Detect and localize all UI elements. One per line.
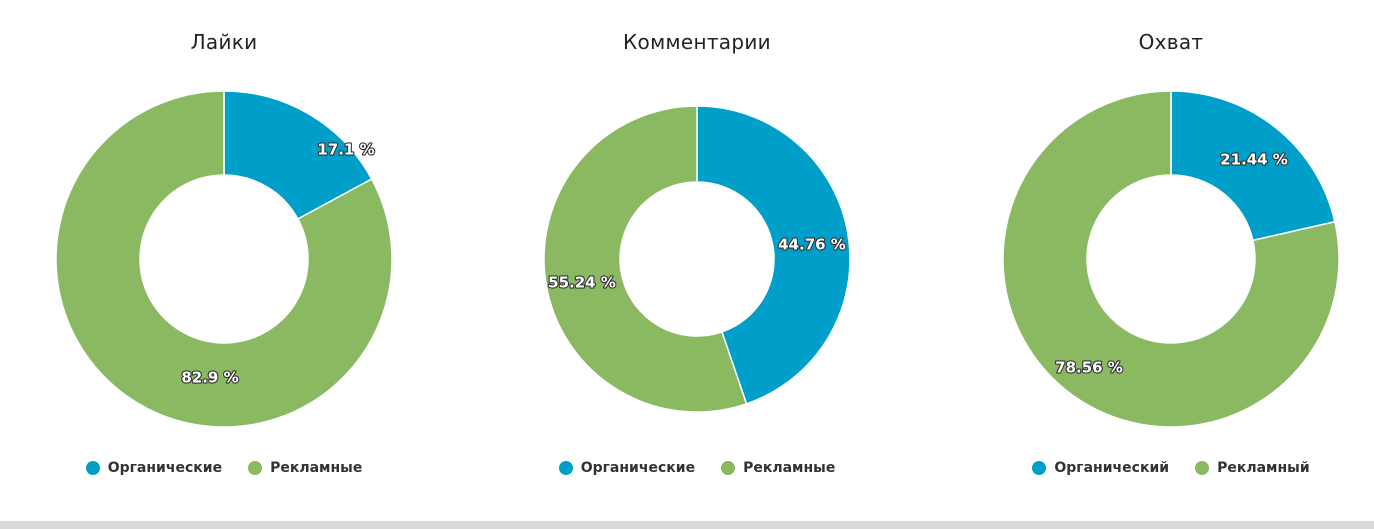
- data-label-ads: 82.9 %: [181, 369, 238, 387]
- chart-title: Охват: [1138, 30, 1204, 54]
- legend-item-ads[interactable]: Рекламные: [248, 460, 362, 476]
- legend-item-organic[interactable]: Органические: [85, 460, 223, 476]
- data-label-organic: 44.76 %: [778, 236, 846, 254]
- chart-title: Комментарии: [623, 30, 771, 54]
- legend-label-ads: Рекламные: [270, 460, 363, 476]
- reach-chart: Охват 21.44 % 78.56 % Органический Реклам…: [1001, 0, 1341, 521]
- donut-svg: 21.44 % 78.56 %: [1002, 90, 1340, 428]
- comments-chart: Комментарии 44.76 % 55.24 % Органические …: [527, 0, 867, 521]
- legend-label-ads: Рекламный: [1217, 460, 1310, 476]
- chart-title: Лайки: [190, 30, 258, 54]
- legend-item-ads[interactable]: Рекламный: [1195, 460, 1310, 476]
- legend-dot-organic: [558, 461, 573, 475]
- data-label-organic: 21.44 %: [1220, 151, 1288, 169]
- slice-ads[interactable]: [1002, 90, 1340, 428]
- slice-organic[interactable]: [696, 105, 851, 405]
- legend-item-organic[interactable]: Органические: [558, 460, 696, 476]
- donut-svg: 44.76 % 55.24 %: [543, 105, 851, 413]
- likes-chart: Лайки 17.1 % 82.9 % Органические Рекламны…: [54, 0, 394, 521]
- data-label-ads: 78.56 %: [1055, 359, 1123, 377]
- donut-svg: 17.1 % 82.9 %: [55, 90, 393, 428]
- legend-dot-organic: [1032, 461, 1047, 475]
- data-label-organic: 17.1 %: [317, 141, 374, 159]
- legend-label-organic: Органический: [1054, 460, 1170, 476]
- footer-divider: [0, 521, 1374, 529]
- slice-ads[interactable]: [543, 105, 748, 413]
- legend-dot-ads: [721, 461, 736, 475]
- legend-dot-organic: [85, 461, 100, 475]
- slice-organic[interactable]: [1170, 90, 1336, 242]
- legend-label-ads: Рекламные: [743, 460, 836, 476]
- slice-ads[interactable]: [55, 90, 393, 428]
- legend: Органический Рекламный: [1001, 460, 1341, 476]
- legend-dot-ads: [1195, 461, 1210, 475]
- legend-dot-ads: [248, 461, 263, 475]
- slice-organic[interactable]: [223, 90, 373, 221]
- data-label-ads: 55.24 %: [548, 274, 616, 292]
- legend-label-organic: Органические: [107, 460, 223, 476]
- legend-item-organic[interactable]: Органический: [1032, 460, 1169, 476]
- legend: Органические Рекламные: [527, 460, 867, 476]
- legend-item-ads[interactable]: Рекламные: [721, 460, 835, 476]
- legend: Органические Рекламные: [54, 460, 394, 476]
- legend-label-organic: Органические: [580, 460, 696, 476]
